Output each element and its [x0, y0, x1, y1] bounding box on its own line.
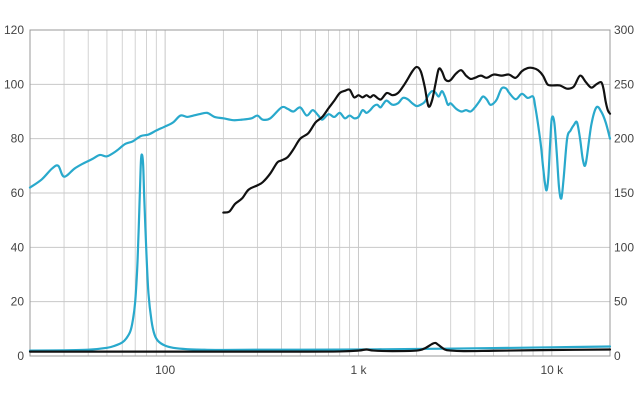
series-line-4: [28, 341, 612, 353]
series-line-2: [28, 153, 612, 352]
left-tick-label: 40: [11, 240, 25, 254]
plot-border: [29, 29, 611, 357]
x-tick-label: 100: [155, 363, 175, 377]
grid-lines: [29, 29, 611, 357]
right-tick-label: 100: [614, 240, 634, 254]
right-tick-label: 250: [614, 77, 634, 91]
right-tick-label: 300: [614, 23, 634, 37]
left-tick-label: 100: [4, 77, 24, 91]
right-axis-tick-labels: 0 50 100 150 200 250 300: [614, 23, 634, 363]
x-tick-label: 10 k: [540, 363, 564, 377]
left-tick-label: 0: [17, 349, 24, 363]
right-tick-label: 50: [614, 295, 628, 309]
series-lines: [28, 65, 612, 353]
left-tick-label: 120: [4, 23, 24, 37]
left-tick-label: 20: [11, 295, 25, 309]
left-tick-label: 80: [11, 132, 25, 146]
left-axis-tick-labels: 0 20 40 60 80 100 120: [4, 23, 24, 363]
right-tick-label: 0: [614, 349, 621, 363]
right-tick-label: 150: [614, 186, 634, 200]
left-tick-label: 60: [11, 186, 25, 200]
right-tick-label: 200: [614, 132, 634, 146]
x-tick-label: 1 k: [350, 363, 367, 377]
series-line-1: [28, 86, 612, 200]
x-axis-tick-labels: 100 1 k 10 k: [155, 363, 564, 377]
plot-frame: [29, 29, 611, 357]
series-line-3: [222, 65, 612, 214]
